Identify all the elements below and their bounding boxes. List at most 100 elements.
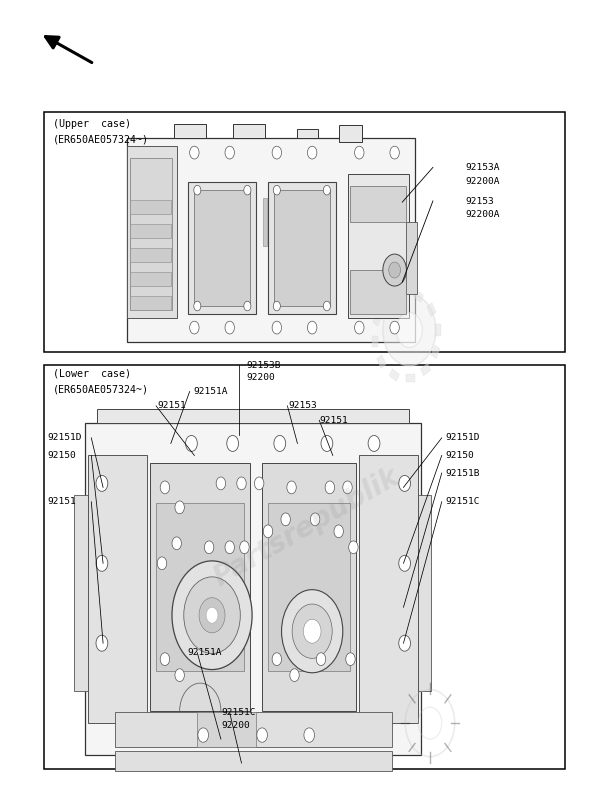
Bar [413,290,423,302]
Circle shape [204,541,214,554]
Circle shape [390,321,399,334]
Circle shape [323,301,330,311]
Circle shape [175,669,184,682]
Bar [421,364,431,376]
Circle shape [216,477,226,490]
Bar [130,248,171,262]
Circle shape [281,513,290,526]
Bar [44,365,565,769]
Bar [350,186,406,222]
Circle shape [96,475,108,491]
Circle shape [225,541,234,554]
Circle shape [225,146,234,159]
Bar [406,374,415,382]
Circle shape [225,321,234,334]
Bar [85,423,421,755]
Circle shape [96,635,108,651]
Text: (ER650AE057324~): (ER650AE057324~) [53,384,149,394]
Circle shape [321,435,333,451]
Circle shape [190,321,199,334]
Bar [115,751,392,771]
Bar [127,146,177,318]
Bar [174,124,206,138]
Circle shape [274,435,286,451]
Circle shape [263,525,273,538]
Circle shape [383,294,436,366]
Text: 92150: 92150 [445,451,474,460]
Circle shape [346,653,355,666]
Circle shape [390,146,399,159]
Text: (Upper  case): (Upper case) [53,119,131,129]
Circle shape [389,262,401,278]
Circle shape [254,477,264,490]
Text: 92151A: 92151A [193,387,228,396]
Bar [150,463,250,711]
Text: 92151D: 92151D [445,433,480,443]
Bar [156,503,244,671]
Bar [130,272,171,286]
Circle shape [272,321,282,334]
Circle shape [383,254,406,286]
Circle shape [186,435,197,451]
Circle shape [368,435,380,451]
Text: 92153A: 92153A [465,163,500,173]
Bar [127,138,415,342]
Circle shape [199,598,225,633]
Circle shape [240,541,249,554]
Circle shape [272,653,282,666]
Circle shape [273,301,280,311]
Circle shape [399,635,411,651]
Text: 92200: 92200 [221,721,250,730]
Text: 92151: 92151 [320,415,349,425]
Circle shape [160,481,170,494]
Circle shape [304,728,315,742]
Circle shape [175,501,184,514]
Circle shape [190,146,199,159]
Circle shape [316,653,326,666]
Bar [44,112,565,352]
Bar [377,355,386,368]
Bar [97,409,409,423]
Text: 92151: 92151 [158,401,187,411]
Text: (ER650AE057324~): (ER650AE057324~) [53,134,149,144]
Bar [130,200,171,214]
Circle shape [343,481,352,494]
Circle shape [396,312,422,348]
Circle shape [310,513,320,526]
Bar [88,455,147,723]
Circle shape [160,653,170,666]
Circle shape [96,555,108,571]
Bar [130,296,171,310]
Circle shape [272,146,282,159]
Bar [262,463,356,711]
Circle shape [194,301,201,311]
Bar [431,345,440,359]
Bar [427,303,436,316]
Circle shape [307,321,317,334]
Text: 92151C: 92151C [445,497,480,507]
Bar [268,182,336,314]
Circle shape [307,146,317,159]
Bar [339,125,362,142]
Text: 92151B: 92151B [445,468,480,478]
Bar [130,158,172,310]
Text: 92151D: 92151D [47,433,82,443]
Circle shape [172,537,181,550]
Circle shape [399,475,411,491]
Circle shape [227,435,239,451]
Bar [274,190,330,306]
Circle shape [206,607,218,623]
Bar [359,455,418,723]
Circle shape [399,555,411,571]
Bar [297,129,318,138]
Circle shape [355,146,364,159]
Circle shape [257,728,267,742]
Bar [268,503,350,671]
Circle shape [184,577,240,654]
Text: (Lower  case): (Lower case) [53,369,131,379]
Circle shape [355,321,364,334]
Bar [74,495,88,691]
Circle shape [334,525,343,538]
Circle shape [198,728,209,742]
Text: 92151: 92151 [47,497,76,507]
